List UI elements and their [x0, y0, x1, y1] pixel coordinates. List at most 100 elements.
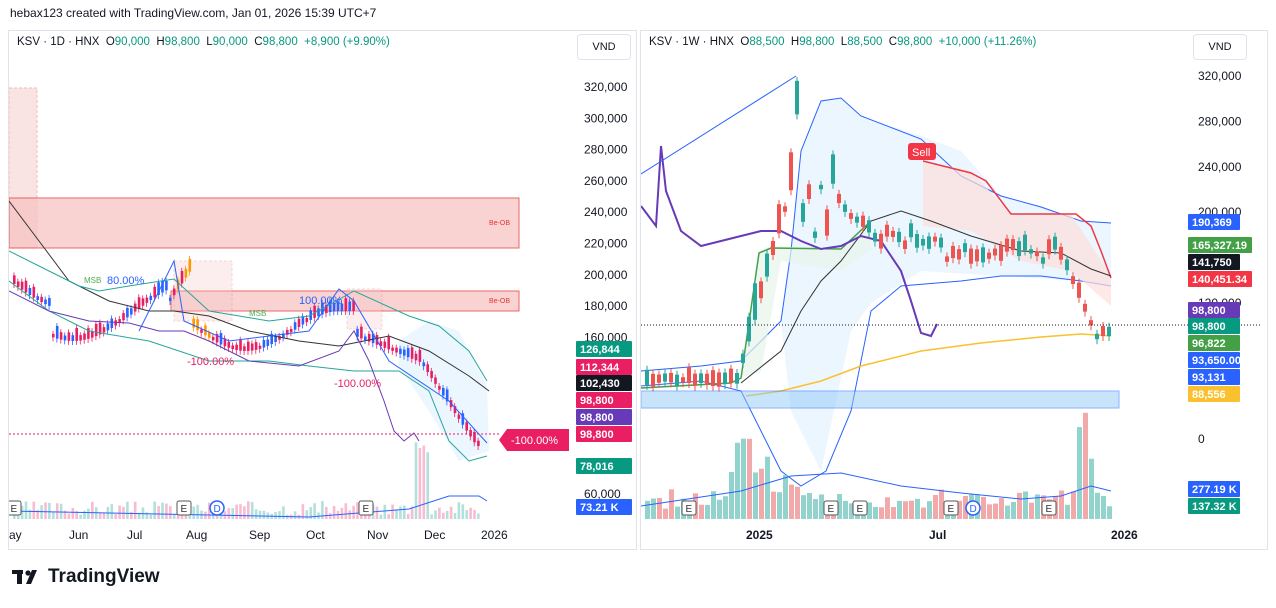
candle — [266, 339, 270, 346]
candle — [675, 374, 679, 386]
daily-legend: KSV · 1D · HNX O90,000 H98,800 L90,000 C… — [17, 36, 390, 48]
candle — [1023, 234, 1027, 251]
y-tick-label: 180,000 — [584, 299, 628, 313]
candle — [122, 313, 125, 321]
volume-bar — [332, 505, 336, 519]
volume-bar — [395, 509, 398, 519]
weekly-chart-pane[interactable]: KSV · 1W · HNX O88,500 H98,800 L88,500 C… — [640, 30, 1268, 550]
candle — [317, 308, 320, 316]
volume-bar — [711, 491, 716, 519]
candle — [663, 373, 667, 382]
price-badge: 98,800 — [580, 395, 614, 407]
close-value: 98,800 — [897, 36, 933, 48]
candle — [957, 249, 961, 260]
candle — [348, 301, 351, 311]
volume-bar — [430, 514, 433, 519]
sell-label: Sell — [912, 147, 930, 159]
volume-bar — [729, 472, 734, 519]
candle — [855, 216, 859, 223]
volume-bar — [813, 499, 818, 519]
candle — [1011, 239, 1015, 251]
volume-bar — [309, 507, 312, 519]
price-badge: 98,800 — [580, 412, 614, 424]
candle — [63, 335, 67, 341]
x-tick-label: Sep — [249, 528, 271, 542]
y-tick-label: 240,000 — [1198, 160, 1242, 174]
volume-bar — [98, 512, 102, 519]
price-badge: 102,430 — [580, 378, 620, 390]
volume-bar — [663, 508, 668, 519]
candle — [71, 335, 75, 341]
candle — [434, 377, 437, 384]
candle — [231, 345, 234, 350]
volume-bar — [885, 497, 890, 519]
volume-bar — [406, 514, 410, 519]
volume-bar — [445, 510, 449, 519]
volume-bar — [196, 504, 199, 519]
candle — [274, 336, 277, 342]
volume-bar — [278, 511, 281, 519]
candle — [325, 305, 328, 314]
price-badge-bg — [1188, 302, 1240, 318]
candle — [340, 303, 344, 311]
volume-bar — [1101, 495, 1106, 519]
candle — [465, 422, 468, 431]
volume-bar — [133, 501, 137, 519]
event-marker-marker — [852, 500, 868, 516]
price-badge-bg — [1188, 214, 1240, 230]
volume-bar — [783, 474, 788, 519]
candle — [765, 253, 769, 277]
candle — [801, 203, 805, 222]
volume-bar — [321, 501, 324, 519]
currency-button[interactable]: VND — [1193, 34, 1247, 60]
volume-bar — [262, 510, 266, 519]
event-marker-marker — [681, 500, 697, 516]
candle — [102, 327, 106, 333]
candle — [1035, 251, 1039, 257]
candle — [406, 348, 410, 358]
candle — [717, 372, 721, 387]
candle — [215, 334, 219, 343]
candle — [247, 341, 250, 351]
price-badge: 96,822 — [1192, 338, 1226, 350]
candle — [395, 347, 398, 353]
candle — [963, 243, 967, 253]
volume-bar — [921, 507, 926, 519]
candle — [184, 268, 188, 278]
volume-bar — [410, 506, 414, 519]
candle — [114, 320, 117, 326]
candle — [153, 286, 156, 298]
candle — [67, 332, 71, 341]
candle — [693, 373, 697, 386]
trend-line — [641, 75, 797, 175]
volume-bar — [301, 504, 305, 519]
daily-chart-pane[interactable]: KSV · 1D · HNX O90,000 H98,800 L90,000 C… — [8, 30, 637, 550]
volume-bar — [891, 507, 896, 519]
volume-bar — [208, 502, 211, 519]
volume-bar — [325, 507, 328, 519]
price-badge: 93,650.00 — [1192, 355, 1241, 367]
volume-bar — [461, 504, 465, 519]
price-badge: 165,327.19 — [1192, 240, 1247, 252]
volume-bar — [254, 509, 258, 519]
currency-button[interactable]: VND — [577, 34, 631, 60]
candle — [200, 329, 203, 333]
y-tick-label: 320,000 — [584, 80, 628, 94]
volume-bar — [247, 501, 250, 519]
weekly-chart-canvas: 320,000280,000240,000200,000120,00002025… — [641, 69, 1261, 542]
candle — [461, 413, 465, 425]
volume-bar — [1011, 501, 1016, 519]
candle — [753, 283, 757, 320]
volume-bar — [243, 506, 246, 519]
price-badge-bg — [1188, 318, 1240, 334]
low-value: 90,000 — [212, 36, 248, 48]
candle — [55, 325, 59, 339]
candle — [747, 316, 751, 342]
price-badge-bg — [1188, 369, 1240, 385]
candle — [687, 367, 691, 383]
msb-label: MSB — [84, 276, 101, 285]
volume-bar — [305, 510, 309, 519]
candle — [414, 353, 418, 361]
volume-bar — [44, 502, 47, 519]
open-value: 90,000 — [114, 36, 150, 48]
